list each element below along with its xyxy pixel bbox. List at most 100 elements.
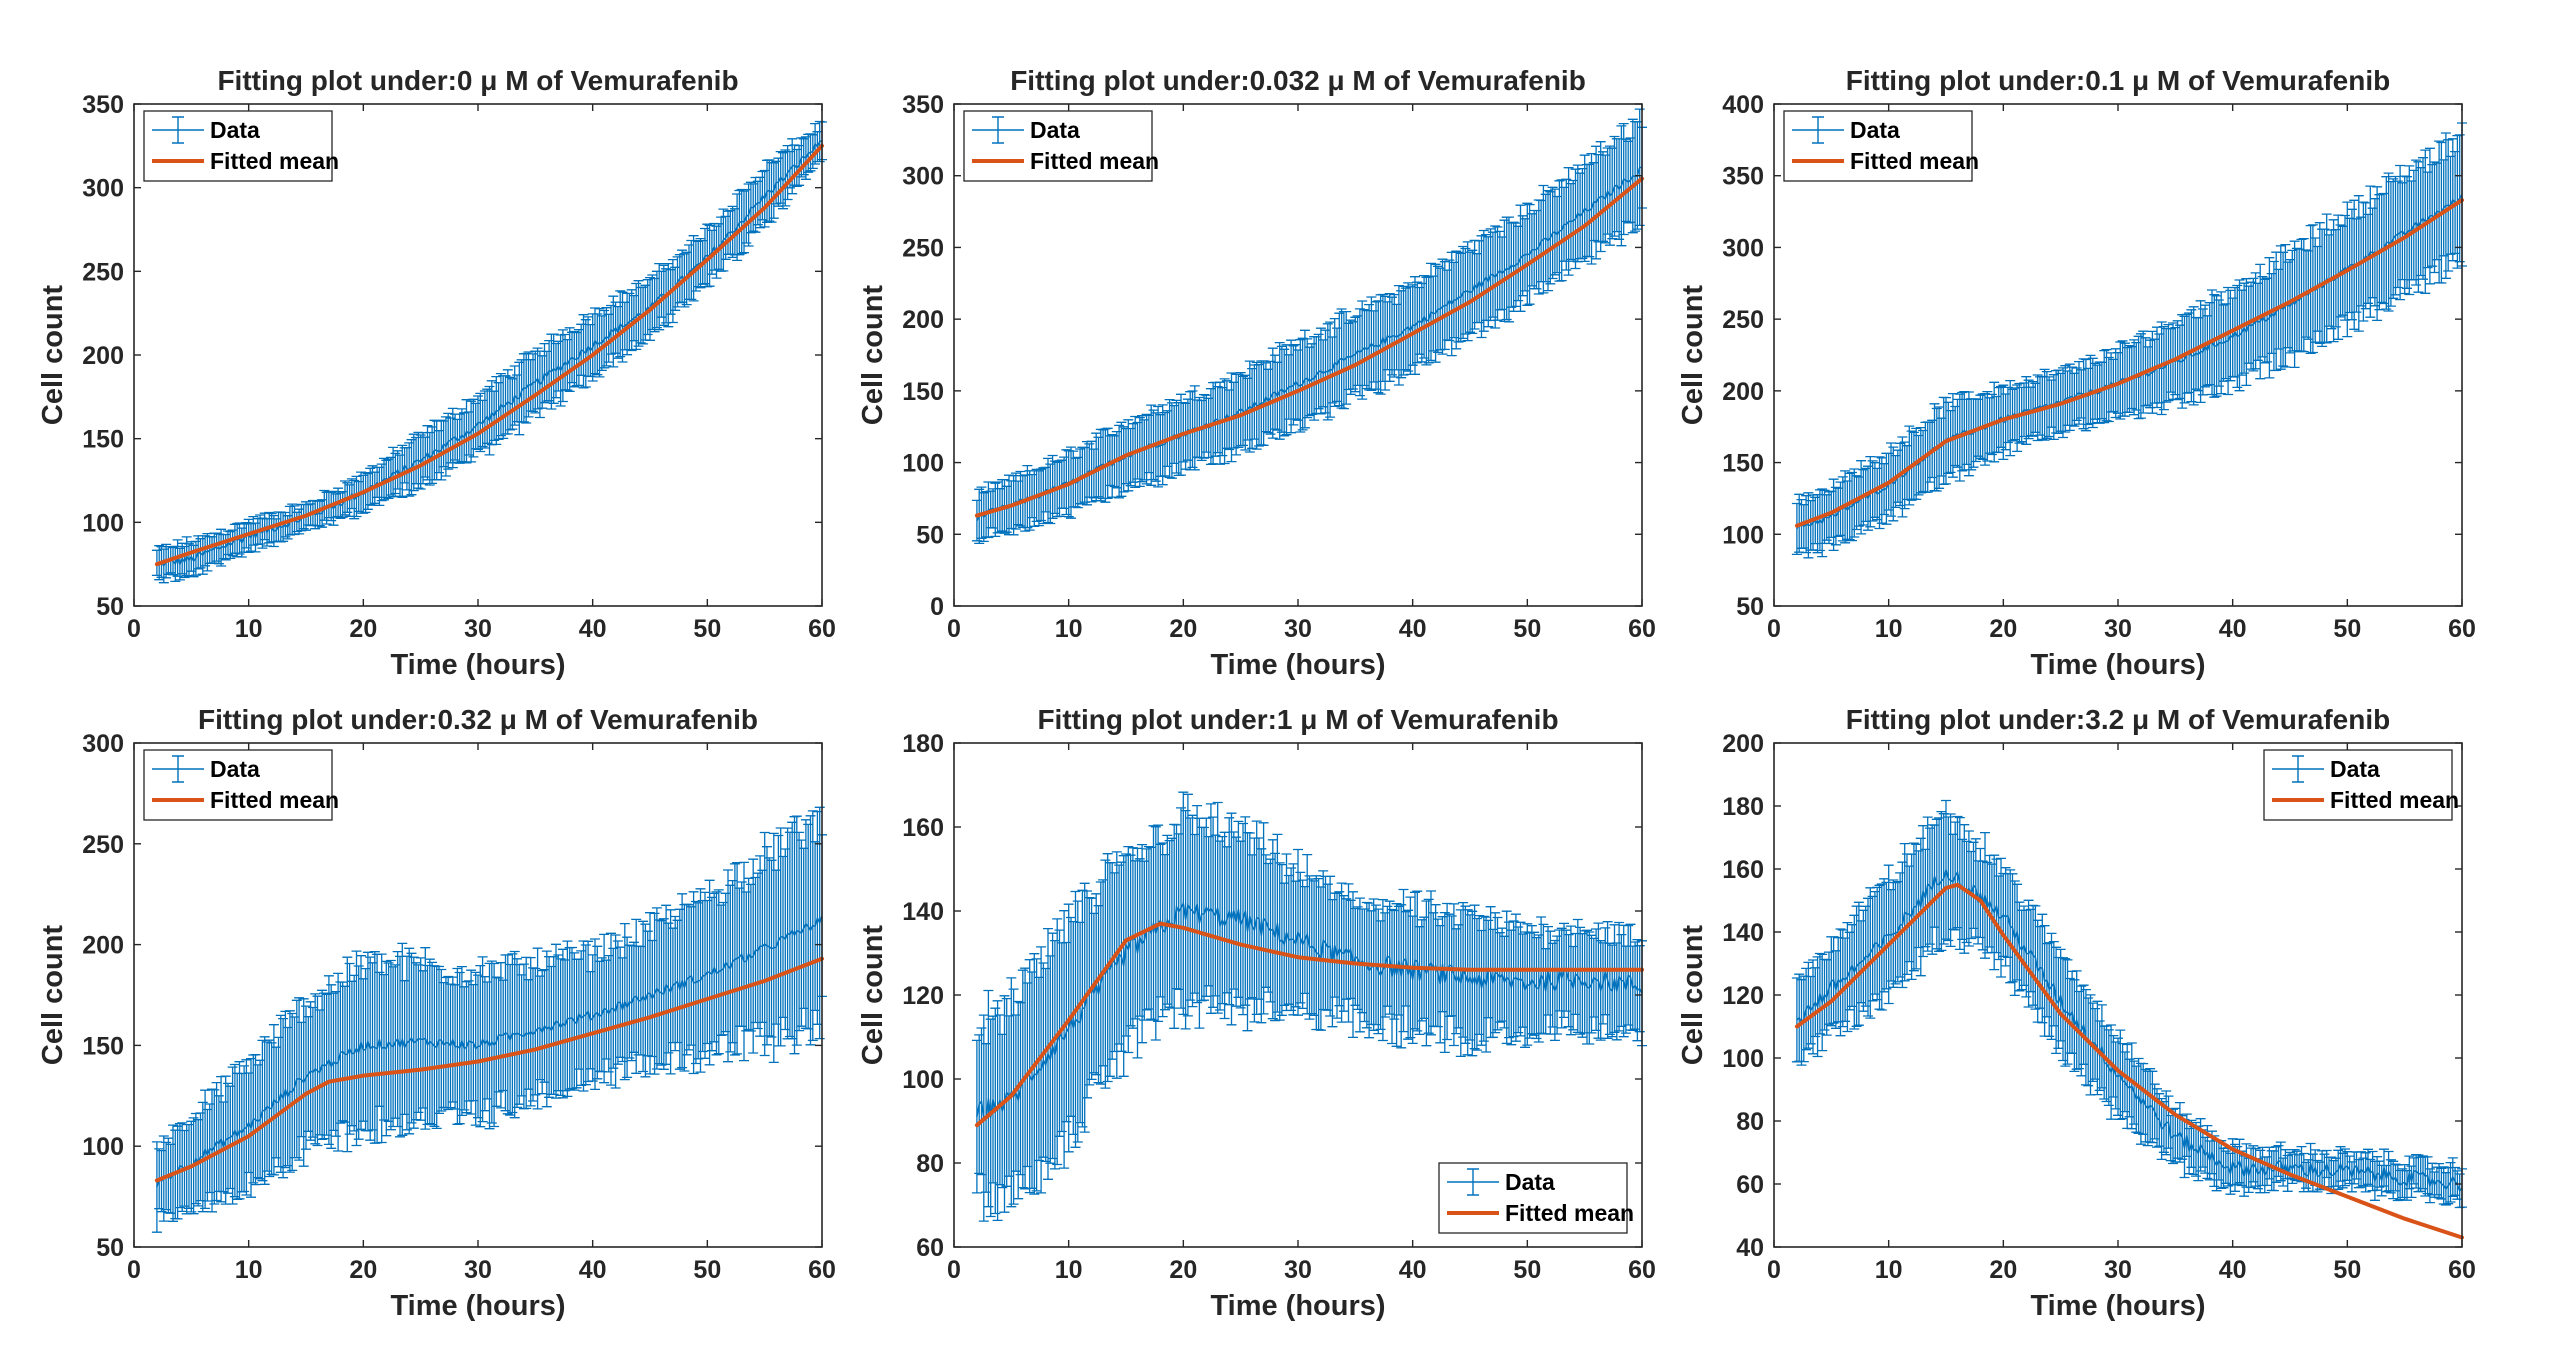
legend-box	[2263, 749, 2453, 821]
y-tick-label: 200	[82, 932, 124, 960]
legend: Data Fitted mean	[143, 110, 339, 182]
y-tick-label: 300	[1722, 234, 1764, 262]
y-tick-label: 100	[82, 509, 124, 537]
x-tick-label: 10	[1875, 615, 1903, 643]
y-tick-label: 200	[82, 342, 124, 370]
y-tick-label: 80	[1736, 1108, 1764, 1136]
legend-box	[143, 110, 333, 182]
x-tick-label: 60	[2448, 1256, 2476, 1284]
legend-label-fitted-mean: Fitted mean	[1030, 148, 1159, 174]
x-tick-label: 0	[127, 615, 141, 643]
x-tick-label: 50	[2333, 1256, 2361, 1284]
y-tick-label: 100	[1722, 521, 1764, 549]
y-tick-label: 200	[1722, 730, 1764, 758]
x-axis-label: Time (hours)	[2030, 1290, 2205, 1322]
legend-label-data: Data	[1030, 117, 1080, 143]
x-tick-label: 60	[2448, 615, 2476, 643]
fitted-mean-line	[1794, 198, 2464, 528]
legend: Data Fitted mean	[143, 749, 339, 821]
legend-label-data: Data	[2330, 756, 2380, 782]
x-tick-label: 30	[464, 615, 492, 643]
y-tick-label: 400	[1722, 91, 1764, 119]
y-tick-label: 100	[902, 1066, 944, 1094]
legend-data-swatch	[152, 116, 204, 144]
y-tick-label: 100	[1722, 1045, 1764, 1073]
y-tick-label: 350	[902, 91, 944, 119]
y-axis-label: Cell count	[857, 925, 889, 1066]
x-tick-label: 20	[1989, 1256, 2017, 1284]
y-tick-label: 150	[82, 1032, 124, 1060]
y-tick-label: 100	[902, 450, 944, 478]
y-tick-label: 50	[916, 521, 944, 549]
x-tick-label: 10	[1875, 1256, 1903, 1284]
legend-label-fitted-mean: Fitted mean	[2330, 787, 2459, 813]
y-tick-label: 150	[82, 426, 124, 454]
y-tick-label: 60	[916, 1234, 944, 1262]
x-tick-label: 50	[1513, 615, 1541, 643]
chart-6: 0 10 20 30 40 50 60 40 60 80 100 120 140 160 180 200 Fit…	[1677, 704, 2476, 1322]
y-tick-label: 40	[1736, 1234, 1764, 1262]
y-tick-label: 50	[1736, 593, 1764, 621]
x-tick-label: 40	[2219, 615, 2247, 643]
x-axis-label: Time (hours)	[2030, 649, 2205, 681]
chart-2: 0 10 20 30 40 50 60 0 50 100 150 200 250 300 350 Fittin…	[857, 65, 1656, 681]
x-tick-label: 0	[127, 1256, 141, 1284]
y-tick-label: 180	[1722, 793, 1764, 821]
y-tick-label: 140	[902, 898, 944, 926]
y-tick-label: 300	[82, 730, 124, 758]
chart-title: Fitting plot under:1 μ M of Vemurafenib	[1037, 704, 1558, 735]
legend-box	[1783, 110, 1973, 182]
legend: Data Fitted mean	[1783, 110, 1979, 182]
x-tick-label: 0	[947, 1256, 961, 1284]
legend-label-data: Data	[210, 117, 260, 143]
x-tick-label: 40	[1399, 1256, 1427, 1284]
x-tick-label: 10	[235, 1256, 263, 1284]
x-tick-label: 0	[1767, 615, 1781, 643]
y-tick-label: 300	[82, 175, 124, 203]
x-tick-label: 20	[349, 615, 377, 643]
x-tick-label: 30	[1284, 1256, 1312, 1284]
legend: Data Fitted mean	[2263, 749, 2459, 821]
y-tick-label: 160	[902, 814, 944, 842]
x-axis-label: Time (hours)	[390, 649, 565, 681]
y-tick-label: 200	[1722, 378, 1764, 406]
x-tick-label: 20	[349, 1256, 377, 1284]
y-tick-label: 350	[1722, 163, 1764, 191]
x-tick-label: 50	[693, 615, 721, 643]
legend-label-data: Data	[1505, 1169, 1555, 1195]
y-tick-label: 150	[902, 378, 944, 406]
legend-label-fitted-mean: Fitted mean	[210, 787, 339, 813]
x-tick-label: 40	[1399, 615, 1427, 643]
x-tick-label: 0	[1767, 1256, 1781, 1284]
legend-data-swatch	[972, 116, 1024, 144]
x-tick-label: 30	[1284, 615, 1312, 643]
x-tick-label: 50	[2333, 615, 2361, 643]
x-tick-label: 20	[1169, 1256, 1197, 1284]
legend: Data Fitted mean	[1438, 1162, 1634, 1234]
y-tick-label: 200	[902, 306, 944, 334]
y-tick-label: 120	[902, 982, 944, 1010]
legend-data-swatch	[1447, 1168, 1499, 1196]
x-tick-label: 60	[808, 615, 836, 643]
chart-3: 0 10 20 30 40 50 60 50 100 150 200 250 300 350 400 Fitt…	[1677, 65, 2476, 681]
chart-title: Fitting plot under:0 μ M of Vemurafenib	[217, 65, 738, 96]
y-tick-label: 60	[1736, 1171, 1764, 1199]
chart-title: Fitting plot under:3.2 μ M of Vemurafeni…	[1846, 704, 2390, 735]
legend: Data Fitted mean	[963, 110, 1159, 182]
y-tick-label: 50	[96, 1234, 124, 1262]
chart-title: Fitting plot under:0.1 μ M of Vemurafeni…	[1846, 65, 2390, 96]
x-tick-label: 30	[2104, 1256, 2132, 1284]
y-axis-label: Cell count	[37, 925, 69, 1066]
fitted-mean-line	[154, 143, 824, 567]
data-mean-line	[1796, 869, 2463, 1193]
chart-5: 0 10 20 30 40 50 60 60 80 100 120 140 160 180 Fitting …	[857, 704, 1656, 1322]
legend-data-swatch	[1792, 116, 1844, 144]
y-tick-label: 80	[916, 1150, 944, 1178]
x-axis-label: Time (hours)	[1210, 649, 1385, 681]
fitted-mean-line	[974, 921, 1644, 1128]
legend-label-data: Data	[210, 756, 260, 782]
y-tick-label: 300	[902, 163, 944, 191]
y-axis-label: Cell count	[1677, 285, 1709, 426]
legend-label-fitted-mean: Fitted mean	[1505, 1200, 1634, 1226]
